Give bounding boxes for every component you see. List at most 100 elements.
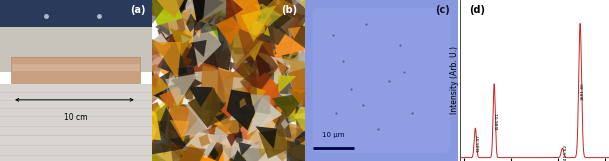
Polygon shape [251,94,270,115]
Polygon shape [191,11,214,36]
Polygon shape [261,0,294,17]
Polygon shape [222,135,230,145]
Polygon shape [286,144,314,161]
Polygon shape [229,62,236,71]
Polygon shape [304,109,313,121]
Polygon shape [241,100,268,138]
Polygon shape [126,0,159,15]
Polygon shape [188,86,213,107]
Polygon shape [149,0,187,18]
Polygon shape [195,97,207,114]
Polygon shape [259,4,282,27]
Polygon shape [243,147,282,161]
Polygon shape [295,105,304,119]
Polygon shape [160,143,171,155]
Polygon shape [230,77,261,108]
Polygon shape [284,132,334,161]
Polygon shape [244,120,272,144]
Polygon shape [141,103,154,116]
Polygon shape [282,106,289,112]
Polygon shape [273,10,284,25]
Polygon shape [230,117,242,127]
Polygon shape [146,55,155,65]
Polygon shape [130,63,167,101]
Polygon shape [295,135,304,149]
Polygon shape [267,12,297,44]
Polygon shape [186,23,235,71]
Polygon shape [203,0,225,14]
Polygon shape [147,102,162,114]
Polygon shape [168,105,203,145]
Polygon shape [178,144,205,161]
Polygon shape [250,12,277,43]
Polygon shape [216,17,242,45]
Polygon shape [188,94,239,158]
Polygon shape [268,8,284,24]
Polygon shape [201,90,222,120]
Polygon shape [203,142,225,161]
Polygon shape [172,13,202,54]
Polygon shape [183,103,211,136]
Polygon shape [264,55,295,84]
Polygon shape [133,153,163,161]
Polygon shape [272,58,280,66]
Polygon shape [170,135,189,156]
Polygon shape [169,7,213,52]
Polygon shape [249,85,266,106]
Polygon shape [296,134,312,147]
Polygon shape [147,73,169,99]
Polygon shape [298,48,317,80]
Polygon shape [128,0,164,28]
Polygon shape [278,55,293,65]
Polygon shape [239,151,245,159]
Polygon shape [184,18,211,41]
Polygon shape [141,65,156,85]
Polygon shape [140,140,191,161]
Polygon shape [224,64,256,108]
Polygon shape [233,132,243,143]
Polygon shape [287,56,317,105]
Polygon shape [287,137,323,161]
Bar [0,27,152,72]
Polygon shape [250,0,273,26]
Polygon shape [238,112,258,146]
Polygon shape [178,47,206,68]
Polygon shape [247,33,260,51]
Polygon shape [276,104,298,124]
Text: (d): (d) [469,5,485,15]
Polygon shape [259,141,288,161]
Polygon shape [272,91,310,117]
Polygon shape [260,138,281,161]
Polygon shape [238,142,252,156]
Polygon shape [157,16,188,56]
Polygon shape [173,126,215,161]
Polygon shape [240,70,257,103]
Polygon shape [241,141,256,156]
Polygon shape [281,119,289,129]
Polygon shape [247,90,276,122]
Polygon shape [266,0,276,11]
Polygon shape [166,7,200,42]
Polygon shape [160,8,192,38]
Polygon shape [255,106,284,145]
Polygon shape [262,68,275,84]
Polygon shape [203,41,210,50]
Polygon shape [216,109,242,141]
Polygon shape [232,133,244,146]
Polygon shape [266,73,274,81]
Polygon shape [146,80,164,104]
Polygon shape [287,140,313,161]
Polygon shape [150,0,182,26]
Polygon shape [276,60,289,76]
Polygon shape [172,93,185,105]
Polygon shape [155,19,171,37]
Polygon shape [132,121,161,151]
Polygon shape [261,141,269,153]
Polygon shape [139,135,153,147]
Polygon shape [160,40,166,53]
Polygon shape [167,90,183,109]
Polygon shape [264,26,270,36]
Polygon shape [179,78,217,110]
Polygon shape [150,0,191,20]
Polygon shape [262,150,281,161]
